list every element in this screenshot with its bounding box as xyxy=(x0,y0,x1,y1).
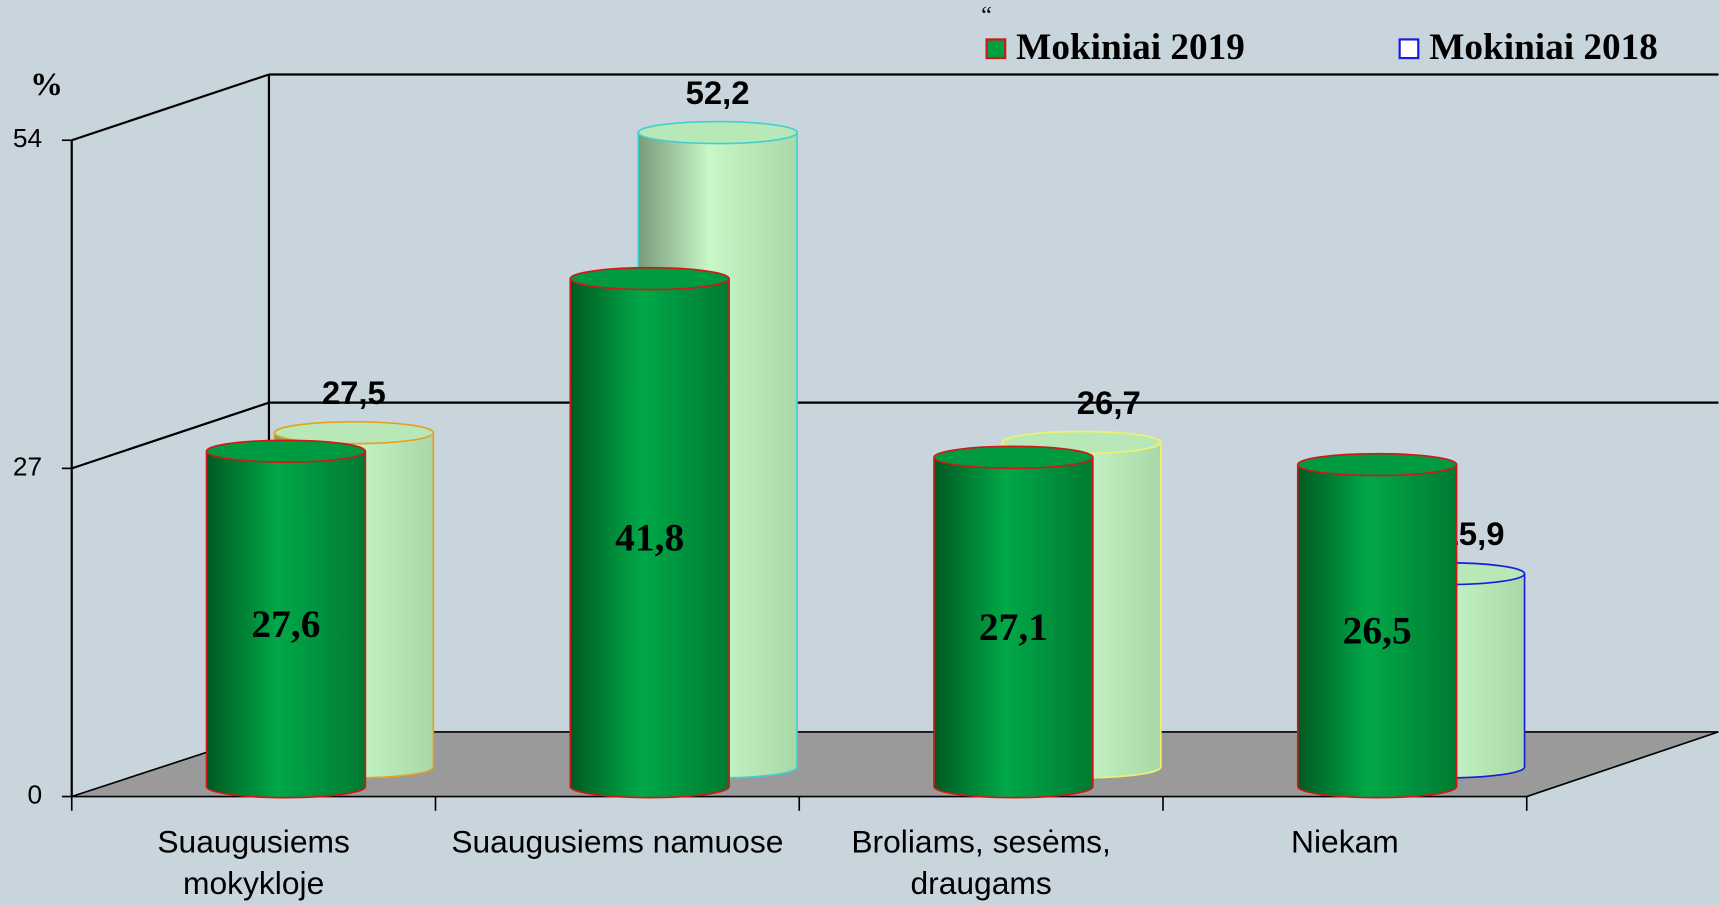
value-label: 27,6 xyxy=(251,602,320,646)
grid-line xyxy=(71,401,270,470)
value-label: 27,1 xyxy=(979,605,1048,649)
y-tick-label: 54 xyxy=(13,123,42,153)
cylinder-top xyxy=(637,120,798,145)
grid-line xyxy=(71,73,270,142)
value-label: 26,7 xyxy=(1077,384,1141,421)
x-tick-label: Broliams, sesėms, draugams xyxy=(851,825,1111,902)
legend-label: Mokiniai 2018 xyxy=(1429,27,1658,68)
y-axis-label: % xyxy=(30,67,63,103)
legend-label: Mokiniai 2019 xyxy=(1016,27,1245,68)
bar xyxy=(570,278,730,787)
value-label: 26,5 xyxy=(1343,608,1412,652)
y-tick-label: 0 xyxy=(28,779,43,809)
x-tick-label-box: Broliams, sesėms, draugams xyxy=(851,825,1111,902)
x-tick-label-box: Niekam xyxy=(1291,825,1399,861)
annotation: “ xyxy=(981,3,992,29)
x-tick-label-box: Suaugusiems mokykloje xyxy=(157,825,350,902)
bar xyxy=(1297,464,1457,787)
bar xyxy=(206,451,366,787)
x-tick-label-box: Suaugusiems namuose xyxy=(451,825,784,861)
cylinder-top xyxy=(569,266,730,291)
legend-swatch xyxy=(1398,38,1420,60)
cylinder-top xyxy=(273,420,435,445)
legend: Mokiniai 2019 Mokiniai 2018 xyxy=(985,27,1658,68)
cylinder-top xyxy=(205,439,367,464)
value-label: 52,2 xyxy=(686,74,750,111)
cylinder-top xyxy=(933,445,1094,470)
value-label: 27,5 xyxy=(322,374,386,411)
legend-swatch xyxy=(985,38,1007,60)
x-tick-label: Suaugusiems namuose xyxy=(451,825,784,861)
x-tick-label: Suaugusiems mokykloje xyxy=(157,825,350,902)
x-tick-label: Niekam xyxy=(1291,825,1399,861)
bar xyxy=(934,457,1093,787)
y-tick-label: 27 xyxy=(13,451,42,481)
value-label: 41,8 xyxy=(615,515,684,559)
cylinder-top xyxy=(1296,452,1458,477)
